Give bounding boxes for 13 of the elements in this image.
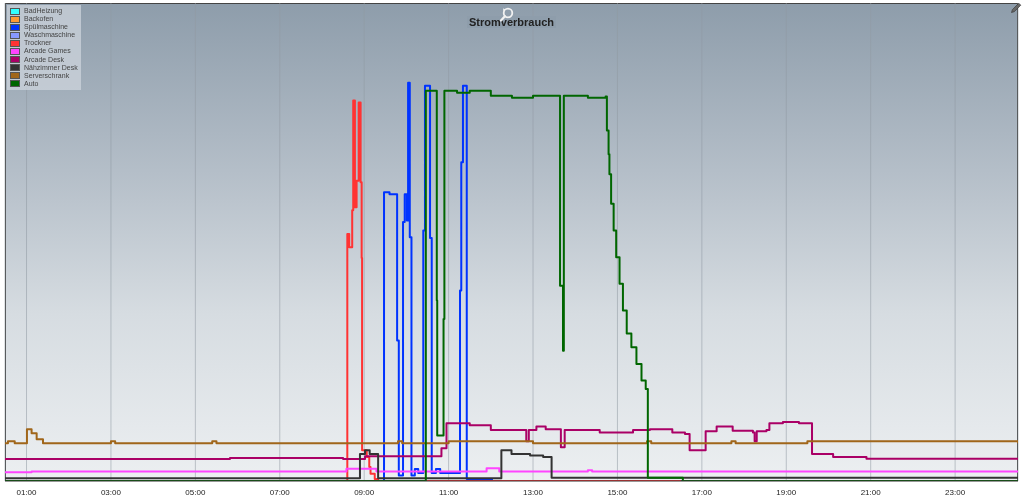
x-tick-label: 21:00 (860, 487, 882, 495)
x-tick-label: 03:00 (100, 487, 122, 495)
x-tick-label: 05:00 (185, 487, 206, 495)
chart-title: Stromverbrauch (467, 16, 556, 28)
x-tick-label: 11:00 (438, 487, 459, 495)
x-tick-label: 01:00 (16, 487, 38, 495)
x-tick-label: 17:00 (691, 487, 713, 495)
x-tick-label: 23:00 (945, 487, 966, 495)
x-tick-label: 19:00 (776, 487, 797, 495)
x-tick-label: 13:00 (523, 487, 544, 495)
x-tick-label: 15:00 (607, 487, 628, 495)
x-tick-label: 09:00 (354, 487, 375, 495)
x-tick-label: 07:00 (269, 487, 291, 495)
